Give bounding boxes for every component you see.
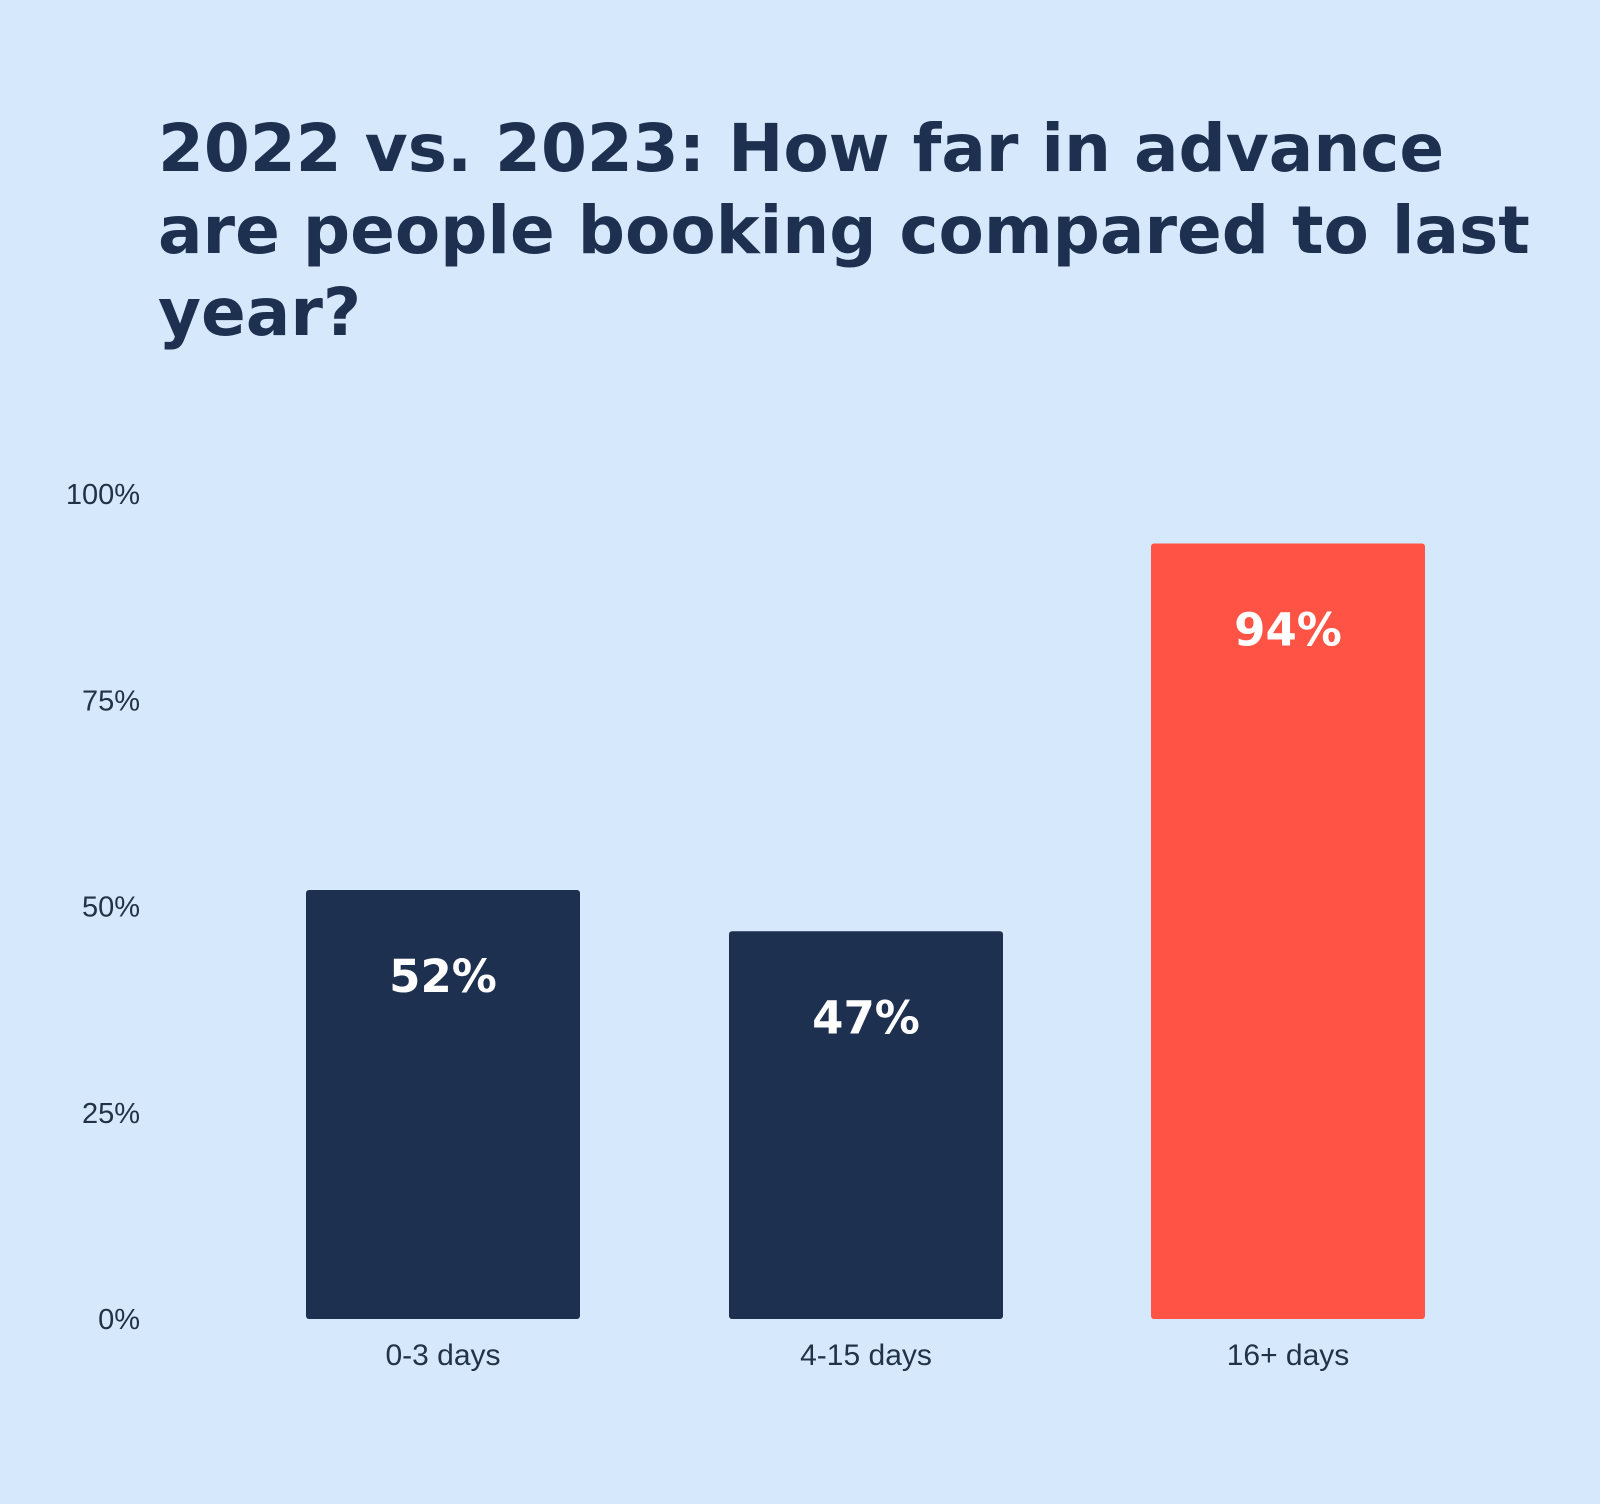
y-tick-label: 50% [82, 892, 140, 924]
x-category-label: 0-3 days [385, 1339, 500, 1372]
y-tick-label: 0% [98, 1304, 140, 1336]
bar-value-label: 47% [812, 991, 920, 1044]
x-category-label: 4-15 days [800, 1339, 932, 1372]
bar-2 [1151, 543, 1425, 1319]
y-tick-label: 75% [82, 685, 140, 717]
bar-1 [729, 931, 1003, 1319]
bar-value-label: 94% [1234, 604, 1342, 657]
bar-value-label: 52% [389, 950, 497, 1003]
y-tick-label: 25% [82, 1098, 140, 1130]
chart-title: 2022 vs. 2023: How far in advance are pe… [158, 110, 1530, 351]
y-tick-label: 100% [66, 479, 140, 511]
x-category-label: 16+ days [1227, 1339, 1350, 1372]
bar-0 [306, 890, 580, 1319]
